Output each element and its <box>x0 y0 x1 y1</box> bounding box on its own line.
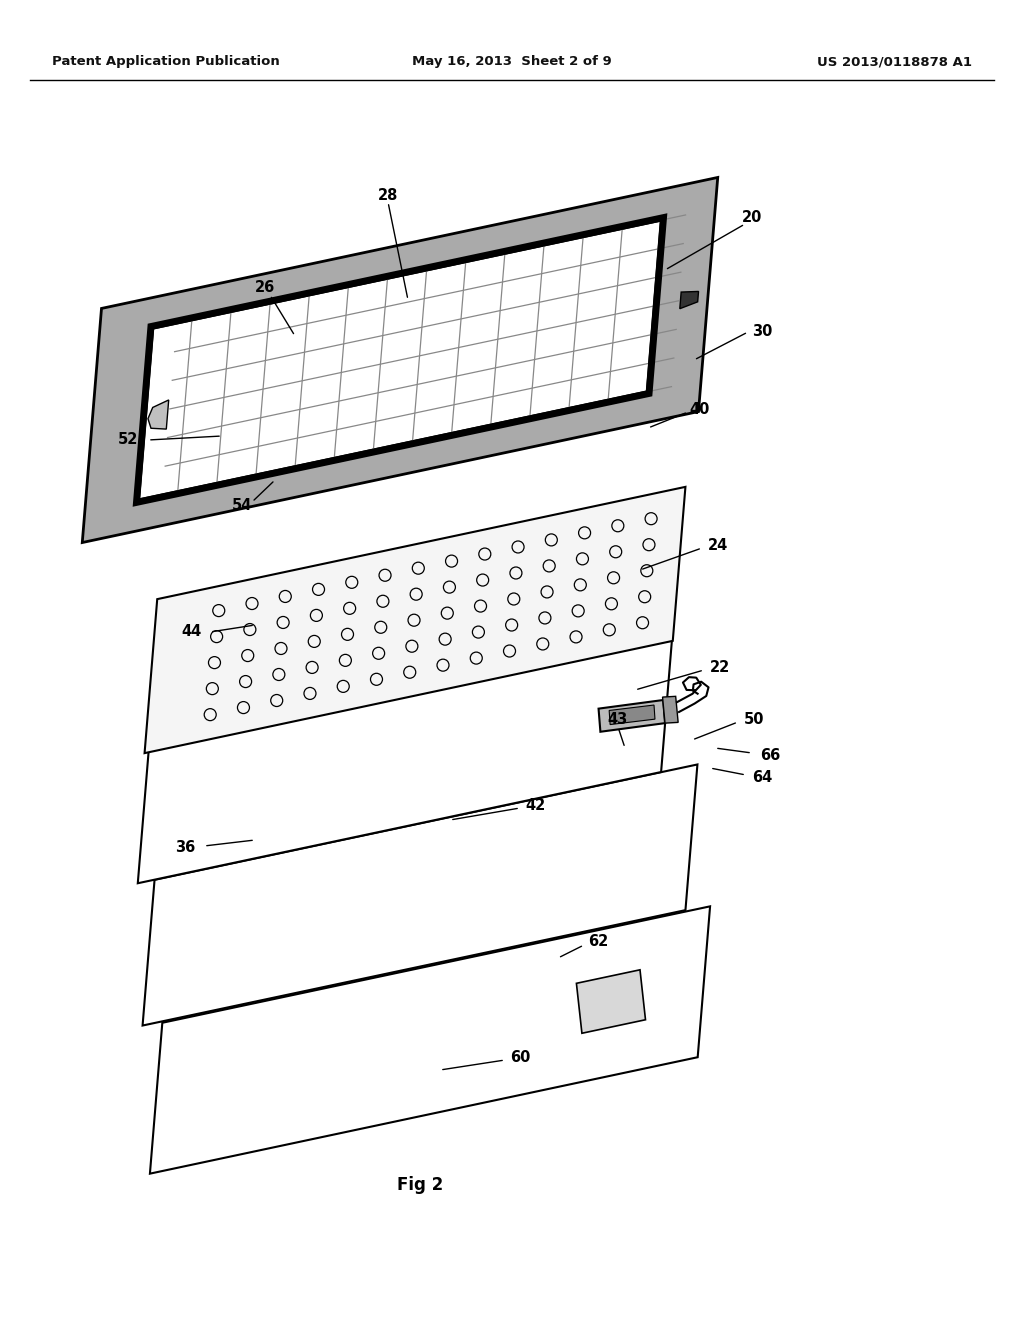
Polygon shape <box>577 970 645 1034</box>
Text: 36: 36 <box>175 841 196 855</box>
Polygon shape <box>138 636 672 883</box>
Polygon shape <box>82 177 718 543</box>
Polygon shape <box>680 292 698 309</box>
Text: 28: 28 <box>378 187 398 202</box>
Polygon shape <box>599 700 665 731</box>
Text: 44: 44 <box>182 624 202 639</box>
Text: May 16, 2013  Sheet 2 of 9: May 16, 2013 Sheet 2 of 9 <box>412 55 612 69</box>
Polygon shape <box>138 220 662 500</box>
Text: 64: 64 <box>752 771 772 785</box>
Text: 20: 20 <box>741 210 762 226</box>
Text: Fig 2: Fig 2 <box>397 1176 443 1195</box>
Text: 30: 30 <box>752 325 772 339</box>
Text: 54: 54 <box>231 498 252 512</box>
Polygon shape <box>663 697 678 723</box>
Polygon shape <box>144 487 685 754</box>
Polygon shape <box>150 907 710 1173</box>
Text: 66: 66 <box>760 747 780 763</box>
Polygon shape <box>609 705 655 725</box>
Polygon shape <box>147 400 169 429</box>
Text: 40: 40 <box>690 403 711 417</box>
Text: 43: 43 <box>608 713 628 727</box>
Text: 60: 60 <box>510 1051 530 1065</box>
Text: 42: 42 <box>525 797 545 813</box>
Text: 52: 52 <box>118 433 138 447</box>
Text: 26: 26 <box>255 281 275 296</box>
Text: Patent Application Publication: Patent Application Publication <box>52 55 280 69</box>
Polygon shape <box>142 764 697 1026</box>
Text: 22: 22 <box>710 660 730 676</box>
Text: 62: 62 <box>588 935 608 949</box>
Text: 50: 50 <box>743 713 764 727</box>
Text: 24: 24 <box>708 537 728 553</box>
Text: US 2013/0118878 A1: US 2013/0118878 A1 <box>817 55 972 69</box>
